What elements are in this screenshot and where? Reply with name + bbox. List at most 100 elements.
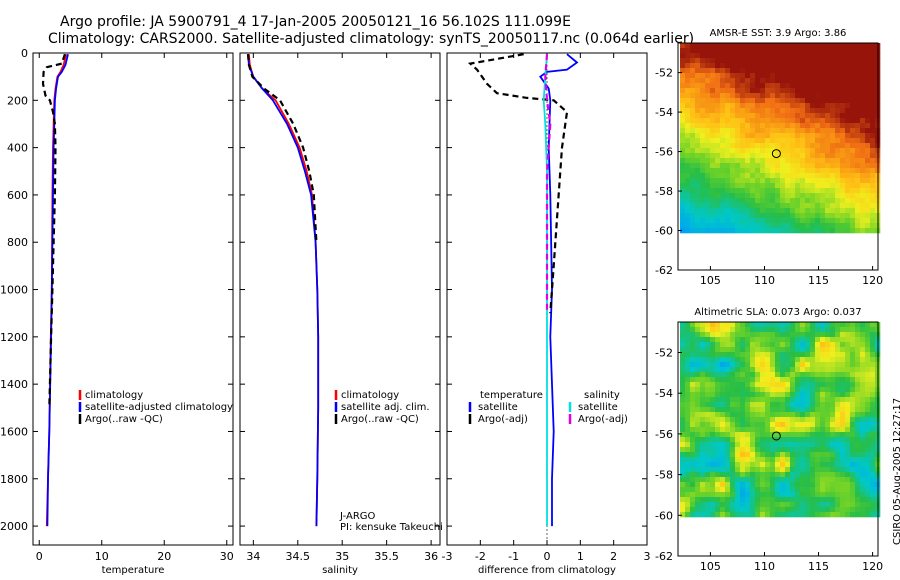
sst_map-cell bbox=[735, 168, 741, 174]
sst_map-cell bbox=[870, 123, 876, 129]
sla_map-cell bbox=[725, 367, 731, 373]
sst_map-cell bbox=[815, 198, 821, 204]
sst_map-cell bbox=[730, 218, 736, 224]
sla_map-cell bbox=[710, 427, 716, 433]
sla_map-cell bbox=[785, 422, 791, 428]
sla_map-cell bbox=[800, 347, 806, 353]
sst_map-cell bbox=[870, 188, 876, 194]
sla_map-cell bbox=[805, 472, 811, 478]
sla_map-cell bbox=[750, 437, 756, 443]
sst_map-cell bbox=[865, 173, 871, 179]
sst_map-cell bbox=[855, 208, 861, 214]
sla_map-cell bbox=[720, 482, 726, 488]
sla_map-cell bbox=[690, 447, 696, 453]
salinity-x-tick-label: 34 bbox=[246, 550, 260, 563]
sla_map-cell bbox=[685, 427, 691, 433]
sst_map-cell bbox=[730, 223, 736, 229]
sla_map-cell bbox=[680, 337, 686, 343]
sst_map-cell bbox=[780, 98, 786, 104]
sst_map-cell bbox=[700, 53, 706, 59]
sla_map-cell bbox=[740, 467, 746, 473]
sst_map-cell bbox=[705, 208, 711, 214]
sst_map-cell bbox=[865, 158, 871, 164]
sst_map-cell bbox=[795, 48, 801, 54]
sst_map-cell bbox=[780, 73, 786, 79]
sst_map-cell bbox=[815, 63, 821, 69]
sla_map-cell bbox=[845, 357, 851, 363]
sst_map-cell bbox=[760, 203, 766, 209]
sla_map-cell bbox=[720, 342, 726, 348]
sst_map-cell bbox=[865, 213, 871, 219]
sst_map-cell bbox=[780, 93, 786, 99]
sla_map-cell bbox=[695, 372, 701, 378]
sst_map-cell bbox=[790, 48, 796, 54]
sst_map-cell bbox=[810, 93, 816, 99]
sla_map-cell bbox=[825, 502, 831, 508]
sla_map-cell bbox=[825, 362, 831, 368]
sst_map-cell bbox=[680, 78, 686, 84]
sla_map-cell bbox=[865, 322, 871, 328]
sst_map-cell bbox=[680, 73, 686, 79]
sst_map-cell bbox=[825, 153, 831, 159]
sla_map-cell bbox=[870, 337, 876, 343]
sla_map-cell bbox=[855, 387, 861, 393]
sla_map-cell bbox=[845, 352, 851, 358]
sst_map-cell bbox=[710, 123, 716, 129]
sst_map-cell bbox=[825, 228, 831, 234]
sla_map-cell bbox=[825, 432, 831, 438]
sst_map-cell bbox=[745, 228, 751, 234]
sst_map-cell bbox=[700, 193, 706, 199]
sla_map-cell bbox=[790, 437, 796, 443]
sla_map-cell bbox=[840, 327, 846, 333]
sla_map-cell bbox=[795, 442, 801, 448]
sla_map-cell bbox=[855, 447, 861, 453]
sla_map-cell bbox=[815, 447, 821, 453]
sla_map-cell bbox=[850, 382, 856, 388]
sst_map-cell bbox=[745, 83, 751, 89]
sla_map-cell bbox=[765, 322, 771, 328]
sla_map-cell bbox=[845, 472, 851, 478]
sst_map-cell bbox=[855, 193, 861, 199]
sla_map-cell bbox=[750, 467, 756, 473]
sla_map-cell bbox=[690, 472, 696, 478]
sla_map-cell bbox=[745, 347, 751, 353]
sst_map-cell bbox=[810, 228, 816, 234]
sla_map-cell bbox=[750, 457, 756, 463]
sst_map-cell bbox=[815, 123, 821, 129]
sla_map-cell bbox=[785, 347, 791, 353]
sla_map-cell bbox=[700, 352, 706, 358]
sst_map-cell bbox=[680, 143, 686, 149]
sst_map-cell bbox=[780, 178, 786, 184]
sst_map-cell bbox=[760, 68, 766, 74]
sla_map-cell bbox=[735, 357, 741, 363]
sla_map-cell bbox=[725, 397, 731, 403]
sst_map-cell bbox=[860, 143, 866, 149]
sst_map-cell bbox=[700, 103, 706, 109]
sla_map-cell bbox=[860, 422, 866, 428]
sst_map-cell bbox=[735, 123, 741, 129]
sla_map-cell bbox=[680, 397, 686, 403]
sst_map-cell bbox=[830, 138, 836, 144]
sst_map-cell bbox=[720, 103, 726, 109]
sst_map-cell bbox=[710, 158, 716, 164]
sla_map-cell bbox=[685, 352, 691, 358]
sla_map-cell bbox=[715, 392, 721, 398]
sst_map-cell bbox=[680, 188, 686, 194]
sst_map-cell bbox=[760, 83, 766, 89]
sla_map-cell bbox=[805, 497, 811, 503]
sst_map-cell bbox=[685, 193, 691, 199]
sla_map-cell bbox=[870, 362, 876, 368]
sst_map-cell bbox=[780, 208, 786, 214]
sst_map-cell bbox=[860, 223, 866, 229]
sla_map-cell bbox=[775, 487, 781, 493]
sst_map-cell bbox=[765, 143, 771, 149]
sla_map-cell bbox=[735, 457, 741, 463]
sla_map-cell bbox=[755, 412, 761, 418]
sst_map-cell bbox=[775, 218, 781, 224]
sst_map-cell bbox=[850, 228, 856, 234]
sst_map-cell bbox=[700, 118, 706, 124]
sst_map-cell bbox=[795, 183, 801, 189]
sst_map-cell bbox=[850, 88, 856, 94]
sla_map-cell bbox=[860, 407, 866, 413]
sst_map-cell bbox=[865, 53, 871, 59]
